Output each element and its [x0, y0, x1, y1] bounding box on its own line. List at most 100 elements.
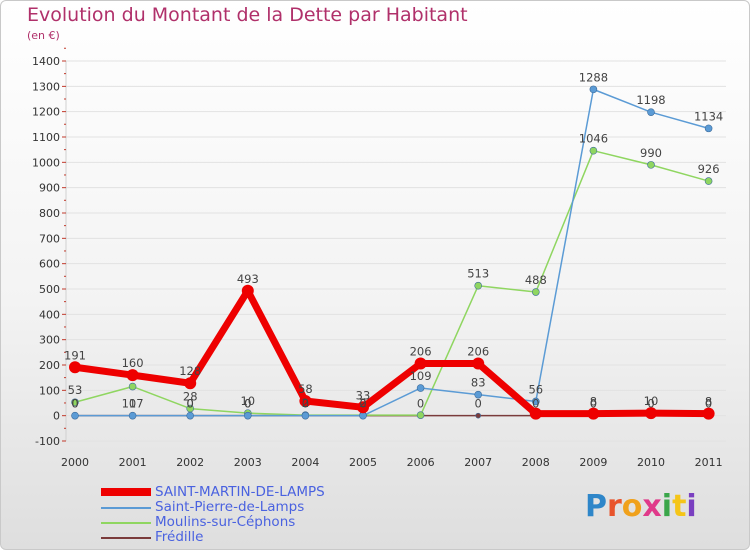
data-label: 160	[122, 356, 144, 370]
y-tick-label: 600	[39, 258, 60, 271]
y-tick-label: 1400	[32, 55, 60, 68]
y-tick-label: -100	[35, 435, 60, 448]
chart-title: Evolution du Montant de la Dette par Hab…	[27, 4, 468, 26]
data-point	[128, 411, 137, 420]
logo-letter: i	[686, 489, 697, 524]
data-point	[474, 390, 483, 399]
data-label: 0	[532, 397, 539, 411]
data-label: 53	[68, 383, 83, 397]
logo-letter: i	[661, 489, 673, 524]
y-tick-label: 1000	[32, 156, 60, 169]
legend-swatch	[101, 537, 151, 539]
logo-letter: t	[672, 489, 687, 524]
data-point	[645, 407, 657, 420]
y-tick-label: 500	[39, 283, 60, 296]
data-point	[529, 407, 542, 420]
data-label: 58	[298, 382, 313, 396]
data-point	[126, 369, 139, 382]
data-label: 926	[698, 162, 720, 176]
data-label: 128	[179, 364, 201, 378]
data-point	[71, 398, 79, 407]
data-point	[184, 377, 197, 390]
data-label: 513	[467, 267, 489, 281]
data-label: 10	[240, 394, 255, 408]
logo-letter: P	[585, 489, 607, 524]
data-point	[69, 361, 81, 374]
series-line	[74, 149, 710, 416]
data-label: 0	[71, 397, 78, 411]
data-point	[414, 357, 427, 370]
data-label: 0	[359, 397, 366, 411]
data-point	[186, 411, 194, 420]
data-label: 191	[64, 348, 86, 362]
data-label: 488	[525, 273, 547, 287]
data-label: 2	[359, 396, 366, 410]
data-point	[647, 161, 655, 169]
data-point	[71, 411, 79, 420]
data-point	[299, 394, 312, 407]
y-tick-label: 1100	[32, 131, 60, 144]
x-tick-label: 2005	[349, 456, 377, 469]
legend-label: Saint-Pierre-de-Lamps	[155, 499, 305, 515]
logo-letter: r	[607, 489, 622, 524]
data-label: 1046	[579, 132, 608, 146]
x-tick-label: 2007	[464, 456, 492, 469]
legend-swatch	[101, 488, 151, 496]
y-tick-label: 1300	[32, 80, 60, 93]
data-label: 0	[417, 397, 424, 411]
x-tick-label: 2002	[176, 456, 204, 469]
logo-letter: o	[621, 489, 643, 524]
data-label: 0	[302, 397, 309, 411]
y-tick-label: 1200	[32, 106, 60, 119]
data-point	[416, 411, 425, 419]
data-point	[475, 412, 482, 419]
data-label: 109	[410, 369, 432, 383]
data-point	[587, 407, 600, 420]
y-tick-label: 900	[39, 182, 60, 195]
data-point	[589, 146, 598, 155]
data-point	[301, 411, 310, 420]
y-tick-label: 0	[53, 410, 60, 423]
data-label: 2	[302, 396, 309, 410]
data-point	[704, 124, 713, 133]
legend-swatch	[101, 522, 151, 524]
data-label: 117	[122, 397, 144, 411]
data-point	[357, 401, 369, 414]
y-tick-label: 300	[39, 334, 60, 347]
data-label: 0	[187, 397, 194, 411]
data-label: 0	[475, 397, 482, 411]
data-point	[531, 397, 540, 406]
x-tick-label: 2003	[234, 456, 262, 469]
series-line	[71, 287, 713, 418]
y-tick-label: 700	[39, 232, 60, 245]
data-label: 1134	[694, 109, 723, 123]
data-point	[531, 288, 540, 296]
data-label: 0	[647, 397, 654, 411]
data-point	[416, 384, 425, 392]
data-label: 10	[644, 394, 659, 408]
data-label: 0	[705, 397, 712, 411]
data-label: 206	[467, 344, 489, 358]
data-point	[702, 407, 715, 420]
data-point	[474, 281, 483, 290]
data-label: 990	[640, 146, 662, 160]
unit-label: (en €)	[27, 29, 60, 42]
y-tick-label: 400	[39, 308, 60, 321]
x-tick-label: 2000	[61, 456, 89, 469]
y-tick-label: 800	[39, 207, 60, 220]
data-label: 83	[471, 376, 486, 390]
legend-label: SAINT-MARTIN-DE-LAMPS	[155, 484, 325, 500]
data-label: 0	[244, 397, 251, 411]
x-tick-label: 2006	[407, 456, 435, 469]
proxiti-logo: Proxiti	[585, 489, 697, 524]
data-point	[128, 382, 137, 391]
data-point	[241, 284, 254, 297]
series-line	[74, 88, 710, 417]
data-point	[647, 108, 655, 116]
data-label: 0	[71, 397, 78, 411]
x-tick-label: 2009	[579, 456, 607, 469]
x-tick-label: 2010	[637, 456, 665, 469]
data-label: 493	[237, 272, 259, 286]
data-label: 28	[183, 390, 198, 404]
